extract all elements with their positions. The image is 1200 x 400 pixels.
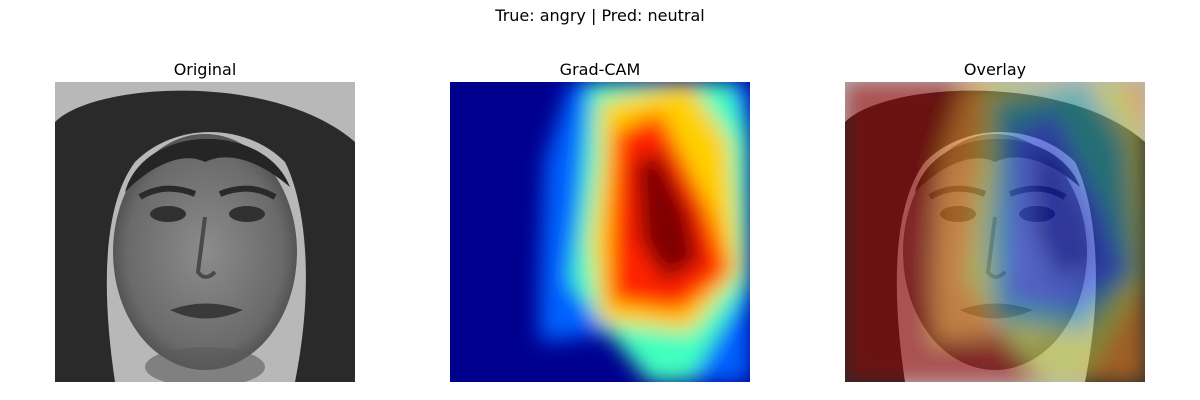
overlay-title: Overlay: [963, 60, 1027, 79]
overlay-image: [845, 82, 1145, 382]
gradcam-heatmap: [450, 82, 750, 382]
original-title: Original: [173, 60, 237, 79]
gradcam-title: Grad-CAM: [559, 60, 641, 79]
original-panel: Original: [55, 60, 355, 382]
overlay-panel: Overlay: [845, 60, 1145, 382]
figure-suptitle: True: angry | Pred: neutral: [495, 6, 705, 25]
original-face-image: [55, 82, 355, 382]
gradcam-panel: Grad-CAM: [450, 60, 750, 382]
